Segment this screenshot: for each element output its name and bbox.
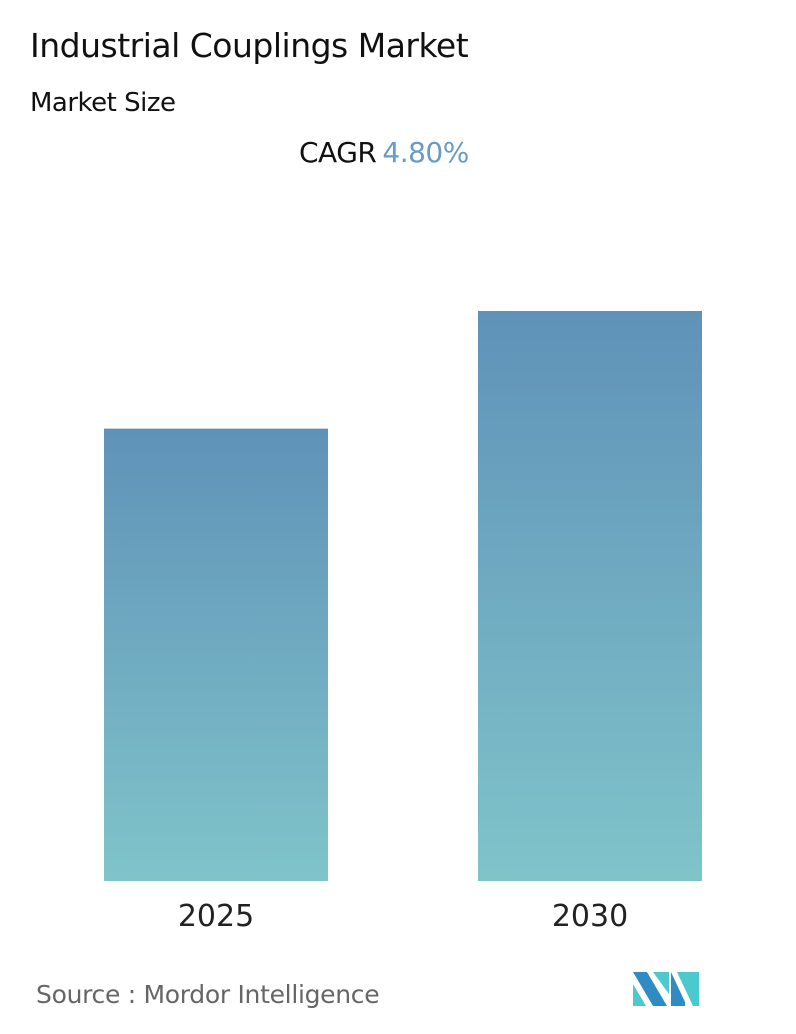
x-tick-label-2030: 2030 <box>552 899 628 934</box>
chart-title: Industrial Couplings Market <box>30 26 469 65</box>
x-tick-label-2025: 2025 <box>178 899 254 934</box>
cagr-text: CAGR <box>299 136 377 169</box>
cagr-label: CAGR 4.80% <box>299 136 469 169</box>
mordor-intelligence-logo <box>633 972 699 1006</box>
source-text: Source : Mordor Intelligence <box>36 980 380 1009</box>
bar-2025 <box>104 428 328 881</box>
chart-subtitle: Market Size <box>30 88 176 118</box>
bar-2030 <box>478 311 702 881</box>
cagr-value: 4.80% <box>382 136 469 169</box>
